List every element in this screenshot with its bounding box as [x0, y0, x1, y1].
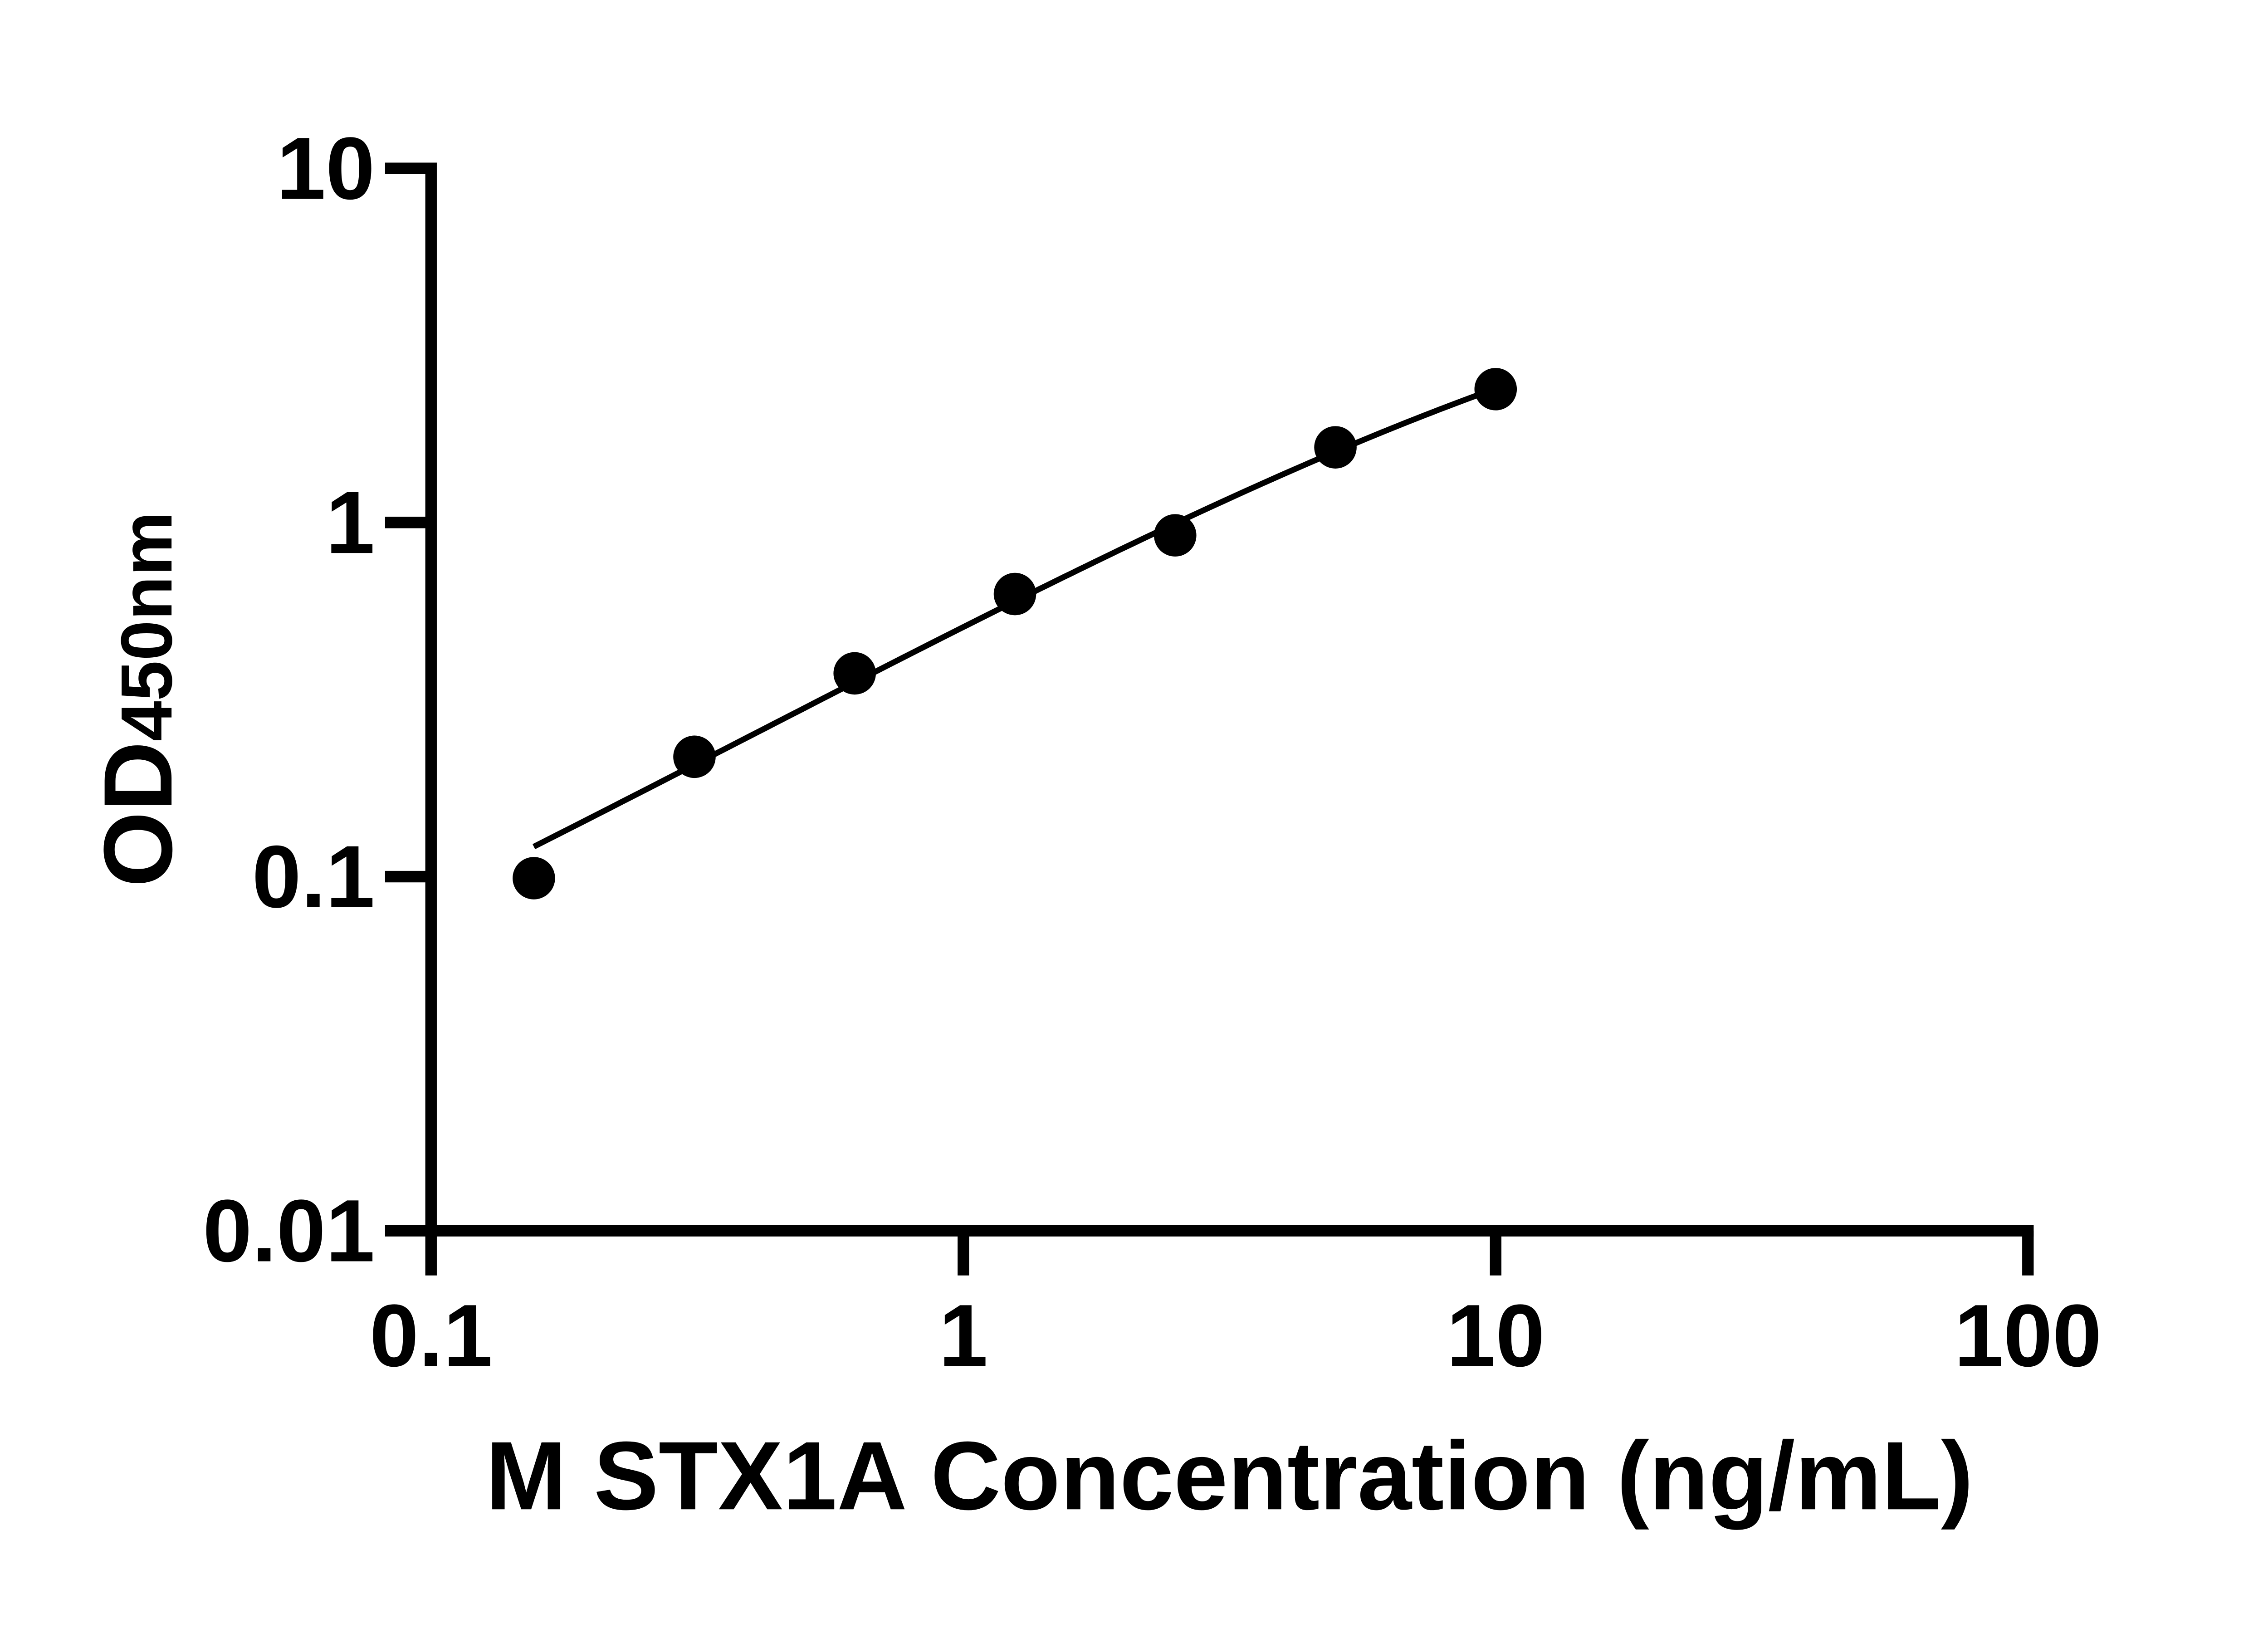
- x-axis-ticks: [425, 1231, 2034, 1276]
- x-tick-label: 0.1: [370, 1287, 493, 1385]
- x-tick-label: 100: [1954, 1287, 2102, 1385]
- data-point: [833, 652, 876, 695]
- x-tick-label: 10: [1447, 1287, 1545, 1385]
- data-point: [1314, 426, 1357, 469]
- data-point: [993, 572, 1036, 616]
- data-points-group: [513, 368, 1517, 900]
- y-tick-label: 0.1: [252, 828, 375, 926]
- x-axis-title: M STX1A Concentration (ng/mL): [486, 1422, 1974, 1530]
- y-axis-title: OD450nm: [84, 512, 192, 887]
- y-tick-label: 10: [277, 119, 375, 218]
- data-point: [513, 857, 555, 900]
- axes: [425, 162, 2034, 1237]
- data-point: [1154, 514, 1197, 557]
- y-axis-title-subscript: 450nm: [106, 512, 187, 741]
- y-tick-label: 0.01: [203, 1182, 375, 1281]
- data-point: [673, 735, 716, 778]
- y-axis-title-main: OD: [84, 741, 192, 887]
- y-tick-label: 1: [326, 474, 375, 572]
- y-axis-ticks: [385, 162, 431, 1237]
- x-axis-tick-labels: 0.1 1 10 100: [370, 1287, 2102, 1385]
- data-point: [1474, 368, 1517, 411]
- x-tick-label: 1: [939, 1287, 988, 1385]
- y-axis-tick-labels: 0.01 0.1 1 10: [203, 119, 375, 1280]
